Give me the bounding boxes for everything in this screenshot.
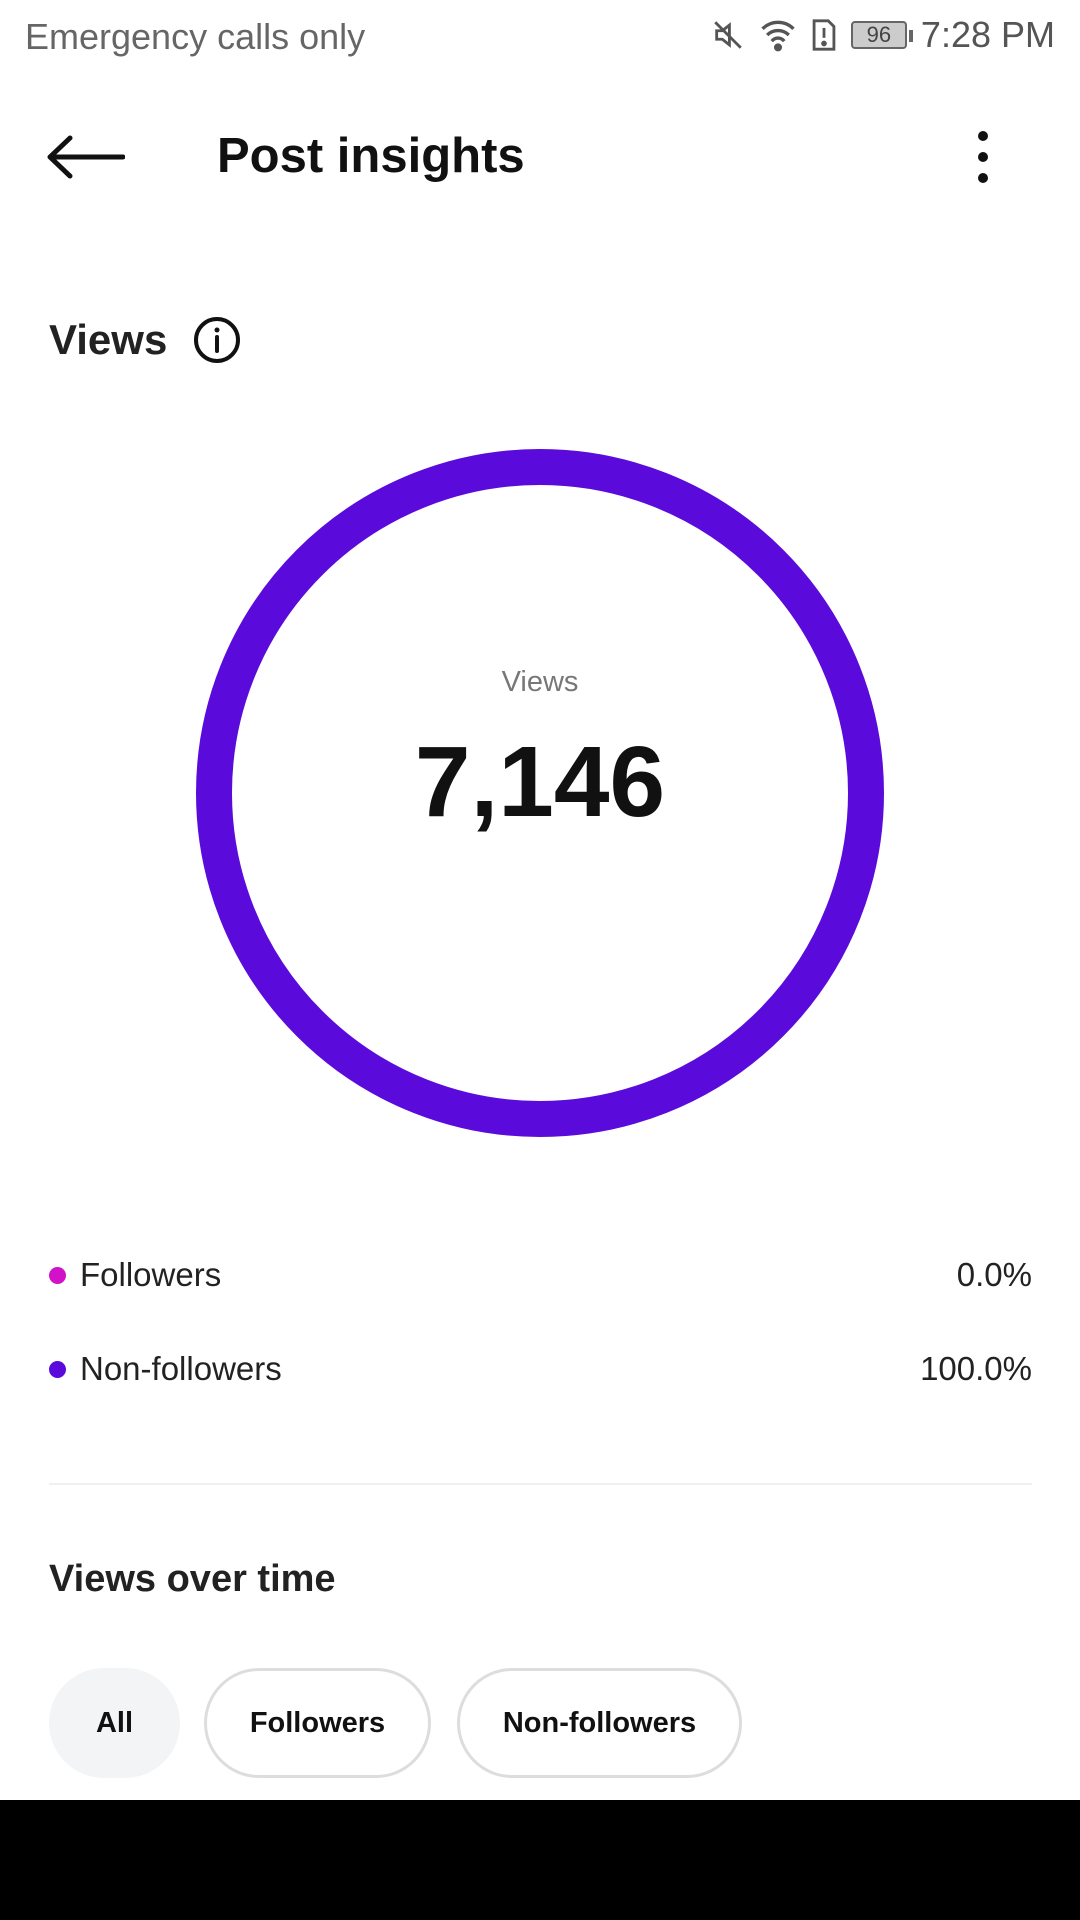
- views-over-time-heading: Views over time: [49, 1558, 336, 1600]
- more-vertical-icon[interactable]: [968, 130, 998, 184]
- divider: [49, 1483, 1032, 1485]
- chip-all[interactable]: All: [49, 1668, 180, 1778]
- legend-label: Non-followers: [80, 1350, 282, 1387]
- views-heading: Views: [49, 316, 168, 363]
- donut-center-label: Views: [501, 666, 579, 698]
- arrow-left-icon[interactable]: [45, 135, 125, 180]
- chip-label: Followers: [249, 1706, 386, 1739]
- page-title: Post insights: [217, 129, 525, 183]
- info-icon[interactable]: [193, 316, 241, 364]
- chip-label: Non-followers: [502, 1706, 697, 1739]
- legend-dot: [49, 1266, 66, 1284]
- navigation-bar: [0, 1800, 1080, 1920]
- legend-label: Followers: [80, 1256, 222, 1293]
- status-carrier: Emergency calls only: [25, 16, 366, 57]
- battery-icon: 96: [850, 21, 913, 49]
- chip-label: All: [95, 1706, 134, 1739]
- views-donut-chart: [196, 449, 884, 1137]
- donut-segment-non-followers: [196, 449, 884, 1137]
- status-time: 7:28 PM: [920, 14, 1055, 55]
- legend-value: 0.0%: [956, 1256, 1032, 1293]
- legend-dot: [49, 1360, 66, 1378]
- legend-item-followers: Followers 0.0%: [49, 1250, 1032, 1300]
- donut-center-value: 7,146: [414, 726, 666, 838]
- sim-alert-icon: [812, 19, 836, 51]
- status-icons: 96 7:28 PM: [711, 14, 1055, 56]
- mute-icon: [714, 21, 742, 49]
- wifi-icon: [761, 20, 795, 52]
- chip-followers[interactable]: Followers: [204, 1668, 431, 1778]
- legend-value: 100.0%: [920, 1350, 1032, 1387]
- legend-item-non-followers: Non-followers 100.0%: [49, 1344, 1032, 1394]
- battery-level: 96: [866, 22, 892, 47]
- chip-non-followers[interactable]: Non-followers: [457, 1668, 742, 1778]
